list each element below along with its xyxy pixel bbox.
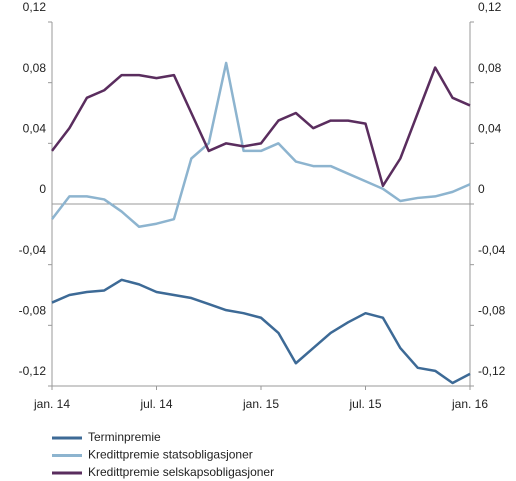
y2-tick-label: 0,12 <box>478 0 502 14</box>
y2-tick-label: -0,12 <box>478 364 506 378</box>
y2-tick-label: -0,04 <box>478 243 506 257</box>
x-tick-label: jul. 15 <box>348 397 381 411</box>
y-tick-label: 0,04 <box>23 122 47 136</box>
y-tick-label: 0,08 <box>23 61 47 75</box>
legend-label: Terminpremie <box>88 430 161 444</box>
y2-tick-label: 0,08 <box>478 61 502 75</box>
x-tick-label: jan. 14 <box>33 397 70 411</box>
x-tick-label: jan. 15 <box>242 397 279 411</box>
legend-label: Kredittpremie selskapsobligasjoner <box>88 465 274 479</box>
x-tick-label: jan. 16 <box>451 397 488 411</box>
series-line <box>51 278 471 385</box>
y-tick-label: 0,12 <box>23 0 47 14</box>
y2-tick-label: 0 <box>478 182 485 196</box>
y-tick-label: -0,12 <box>19 364 47 378</box>
y-tick-label: 0 <box>39 182 46 196</box>
legend-label: Kredittpremie statsobligasjoner <box>88 448 253 462</box>
x-tick-label: jul. 14 <box>139 397 172 411</box>
y2-tick-label: -0,08 <box>478 304 506 318</box>
y-tick-label: -0,04 <box>19 243 47 257</box>
series-line <box>51 61 471 228</box>
y-tick-label: -0,08 <box>19 304 47 318</box>
y2-tick-label: 0,04 <box>478 122 502 136</box>
series-line <box>51 66 471 188</box>
